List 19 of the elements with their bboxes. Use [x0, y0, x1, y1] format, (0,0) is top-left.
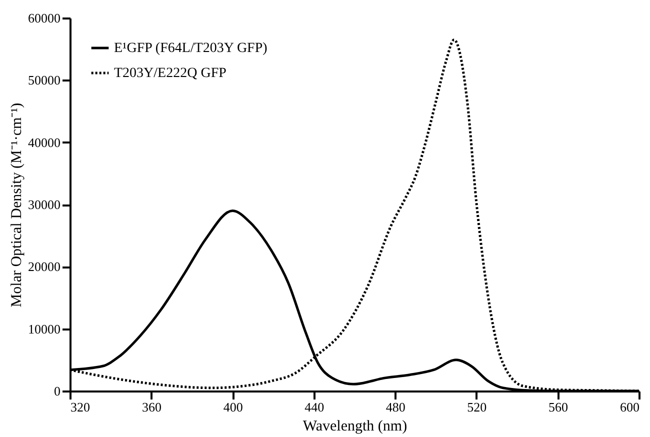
y-tick-label: 10000: [28, 321, 60, 336]
y-tick-label: 50000: [28, 72, 60, 88]
x-axis-title: Wavelength (nm): [302, 418, 408, 434]
y-tick-label: 40000: [28, 134, 60, 150]
y-tick-label: 30000: [28, 197, 60, 212]
x-tick-label: 560: [548, 400, 568, 414]
y-tick-label: 20000: [28, 259, 60, 274]
x-tick-label: 600: [620, 400, 640, 414]
legend-label: E¹GFP (F64L/T203Y GFP): [114, 41, 268, 56]
x-tick-label: 360: [142, 400, 162, 414]
x-tick-label: 440: [304, 400, 324, 414]
x-tick-label: 320: [70, 400, 90, 414]
y-tick-label: 60000: [28, 10, 60, 26]
y-axis-title: Molar Optical Density (M⁻¹·cm⁻¹): [9, 102, 25, 308]
x-tick-label: 400: [223, 400, 243, 414]
legend-label: T203Y/E222Q GFP: [114, 66, 227, 81]
y-tick-label: 0: [54, 384, 60, 398]
x-tick-label: 480: [386, 400, 406, 414]
x-tick-label: 520: [467, 400, 487, 414]
